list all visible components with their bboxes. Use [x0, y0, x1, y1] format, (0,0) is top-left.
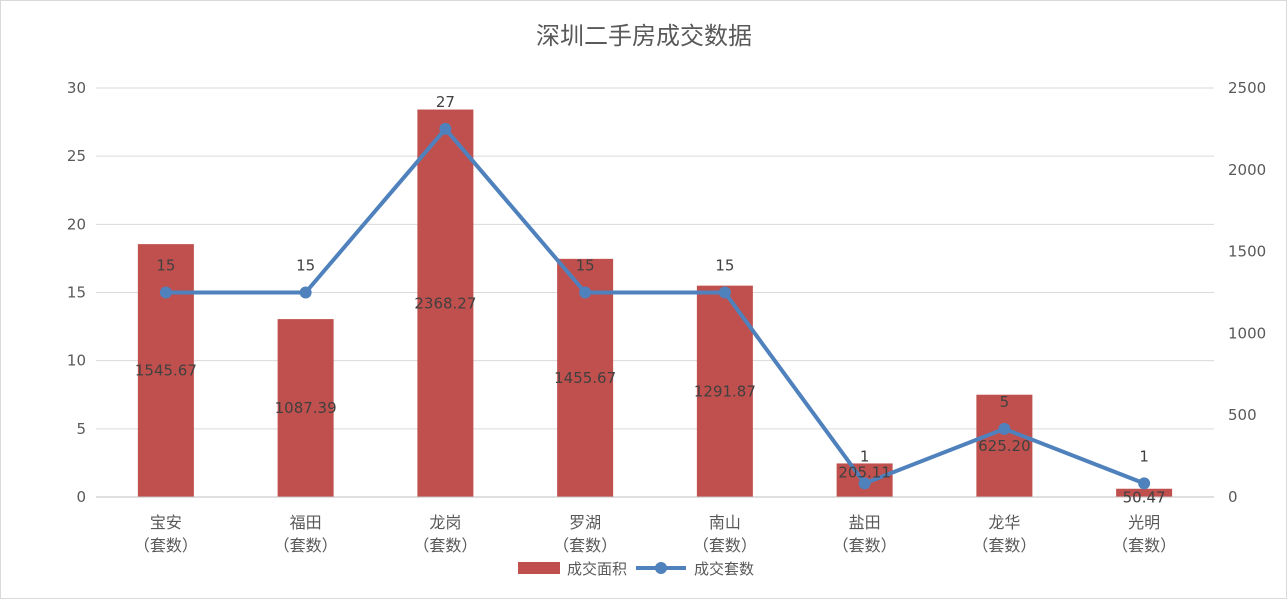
line-point	[858, 477, 871, 490]
left-tick-label: 10	[67, 352, 86, 370]
legend-bar-swatch	[518, 562, 560, 574]
bar-data-label: 1545.67	[135, 362, 197, 380]
category-label: 龙岗	[429, 513, 461, 532]
bar-data-label: 1455.67	[554, 369, 616, 387]
line-point	[439, 122, 452, 135]
line-path	[163, 126, 1147, 486]
category-label: 南山	[709, 513, 741, 532]
bar-data-label: 50.47	[1123, 489, 1166, 507]
line-data-label: 15	[156, 257, 175, 275]
bar	[417, 109, 474, 497]
left-tick-label: 0	[76, 488, 86, 506]
left-tick-label: 20	[67, 215, 86, 233]
left-tick-label: 5	[76, 420, 86, 438]
right-tick-label: 2000	[1228, 161, 1266, 179]
category-sublabel: （套数）	[553, 536, 617, 555]
left-tick-label: 25	[67, 147, 86, 165]
right-tick-label: 1000	[1228, 324, 1266, 342]
line-data-label: 27	[436, 93, 455, 111]
line-data-label: 15	[715, 257, 734, 275]
category-label: 盐田	[849, 513, 881, 532]
axes: 05101520253005001000150020002500宝安（套数）福田…	[67, 79, 1266, 555]
category-sublabel: （套数）	[833, 536, 897, 555]
line-point	[998, 422, 1011, 435]
line-data-label: 15	[576, 257, 595, 275]
right-tick-label: 0	[1228, 488, 1238, 506]
left-tick-label: 15	[67, 284, 86, 302]
bar	[1116, 488, 1173, 497]
line-data-label: 1	[1139, 447, 1149, 465]
right-tick-label: 500	[1228, 406, 1257, 424]
category-label: 龙华	[988, 513, 1020, 532]
line-point	[1138, 477, 1151, 490]
category-sublabel: （套数）	[1112, 536, 1176, 555]
category-sublabel: （套数）	[693, 536, 757, 555]
legend-bar-label: 成交面积	[567, 560, 627, 578]
bar	[277, 319, 334, 497]
category-label: 福田	[290, 513, 322, 532]
line-series	[159, 122, 1151, 490]
bar-data-label: 205.11	[838, 463, 891, 481]
bar-series	[137, 109, 1173, 497]
bar-data-label: 625.20	[978, 437, 1031, 455]
bar-data-label: 1291.87	[694, 382, 756, 400]
bar-data-label: 2368.27	[414, 294, 476, 312]
line-data-label: 1	[860, 447, 870, 465]
bar-data-label: 1087.39	[275, 399, 337, 417]
category-sublabel: （套数）	[413, 536, 477, 555]
category-label: 罗湖	[569, 513, 601, 532]
legend-line-marker	[655, 562, 667, 574]
line-point	[159, 286, 172, 299]
chart-title: 深圳二手房成交数据	[536, 22, 752, 50]
data-labels: 1545.67 1087.39 2368.27 1455.67 1291.87 205.1…	[135, 93, 1166, 507]
right-tick-label: 1500	[1228, 243, 1266, 261]
legend-line-label: 成交套数	[694, 560, 754, 578]
line-data-label: 5	[1000, 393, 1010, 411]
category-sublabel: （套数）	[134, 536, 198, 555]
category-sublabel: （套数）	[274, 536, 338, 555]
right-tick-label: 2500	[1228, 79, 1266, 97]
line-point	[579, 286, 592, 299]
line-data-label: 15	[296, 257, 315, 275]
category-label: 光明	[1128, 513, 1160, 532]
category-label: 宝安	[150, 513, 182, 532]
legend: 成交面积 成交套数	[518, 560, 754, 578]
line-point	[718, 286, 731, 299]
left-tick-label: 30	[67, 79, 86, 97]
line-point	[299, 286, 312, 299]
bar	[557, 258, 614, 497]
bar	[137, 244, 194, 497]
bar	[976, 394, 1033, 497]
category-sublabel: （套数）	[972, 536, 1036, 555]
